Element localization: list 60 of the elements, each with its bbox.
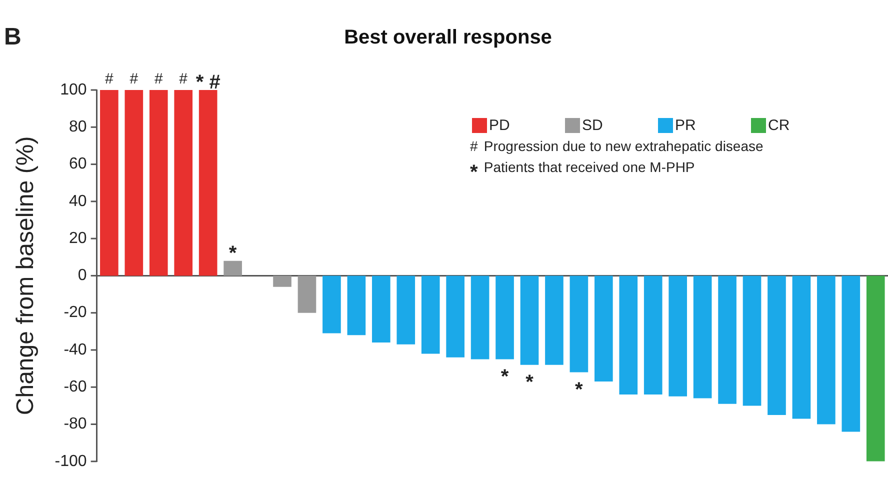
bar: [224, 260, 242, 276]
data-label: *: [526, 371, 534, 394]
data-label: *: [575, 378, 584, 401]
legend-label: CR: [768, 117, 790, 134]
y-tick-label: -40: [64, 341, 87, 358]
y-tick-label: 0: [78, 267, 87, 284]
bar: [298, 276, 316, 313]
bar: [520, 276, 539, 365]
bar: [718, 276, 736, 404]
y-tick-label: 40: [69, 192, 87, 210]
y-tick-label: 20: [69, 230, 87, 247]
annotation: # Progression due to new extrahepatic disease: [470, 138, 764, 154]
bar: [198, 90, 218, 276]
legend-label: PD: [489, 117, 510, 134]
data-label: #: [179, 70, 188, 88]
bar: [768, 276, 786, 415]
bar: [347, 276, 366, 336]
bar: [570, 276, 588, 372]
bar: [124, 90, 144, 276]
data-label: #: [105, 70, 114, 88]
y-tick-label: -80: [64, 416, 87, 433]
bar: [668, 276, 688, 396]
bar: [545, 276, 564, 365]
bar: [100, 90, 118, 276]
data-label: #: [154, 70, 164, 88]
y-tick-label: -20: [64, 304, 87, 322]
y-tick-label: 100: [60, 81, 87, 98]
bar: [421, 276, 440, 354]
bar: [322, 276, 341, 334]
y-tick-label: 80: [69, 118, 87, 136]
bar: [594, 276, 613, 382]
bar: [446, 276, 464, 358]
y-tick-label: -60: [64, 378, 87, 396]
bar: [174, 90, 193, 276]
bar: [149, 90, 168, 276]
annotation: * Patients that received one M-PHP: [470, 158, 695, 184]
bar: [470, 276, 490, 360]
data-label: *: [228, 242, 237, 264]
chart-title: Best overall response: [344, 26, 552, 49]
y-tick-label: -100: [54, 452, 87, 470]
legend-label: PR: [675, 117, 696, 134]
bar: [792, 276, 811, 419]
bar: [693, 276, 712, 398]
bar: [372, 276, 390, 343]
bar: [842, 276, 860, 432]
bar: [396, 276, 416, 344]
bar: [817, 276, 836, 424]
bar: [866, 276, 885, 462]
data-label: *: [500, 366, 509, 388]
y-axis-title: Change from baseline (%): [12, 136, 40, 416]
bar: [644, 276, 662, 395]
bar: [273, 276, 292, 287]
legend-label: SD: [582, 117, 604, 134]
y-tick-label: 60: [69, 156, 87, 173]
text: B: [4, 24, 22, 51]
bar: [742, 276, 762, 406]
bar: [496, 276, 514, 360]
bar: [619, 276, 638, 395]
data-label: * #: [196, 72, 220, 94]
data-label: #: [130, 70, 139, 88]
